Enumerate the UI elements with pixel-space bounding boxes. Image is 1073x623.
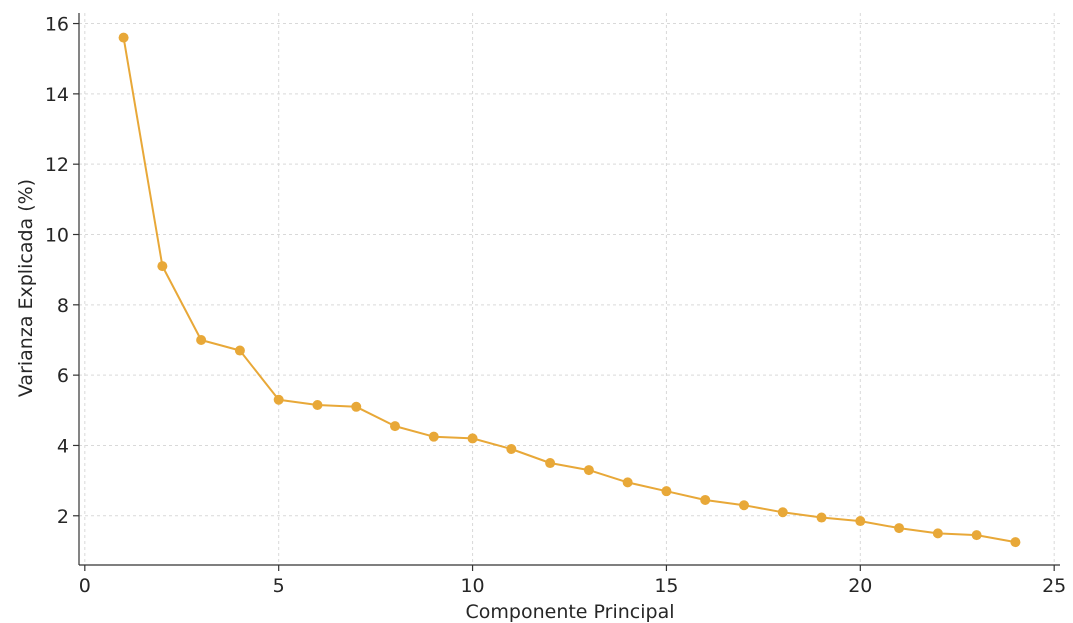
- data-point: [506, 443, 517, 454]
- y-tick-label: 8: [57, 295, 69, 317]
- x-tick-label: 5: [273, 575, 285, 597]
- data-point: [351, 401, 362, 412]
- x-tick-label: 25: [1042, 575, 1066, 597]
- tick-labels: 0 5 10 15 20 25 2 4 6 8 10 12 14 16: [45, 14, 1066, 597]
- x-axis-label: Componente Principal: [466, 601, 675, 623]
- data-point: [661, 486, 672, 497]
- data-point: [157, 261, 168, 272]
- y-tick-label: 4: [57, 435, 69, 457]
- grid: [79, 13, 1060, 565]
- x-tick-label: 0: [79, 575, 91, 597]
- data-point: [1010, 537, 1021, 548]
- data-point: [273, 394, 284, 405]
- y-tick-label: 14: [45, 84, 69, 106]
- data-point: [932, 528, 943, 539]
- x-tick-label: 10: [460, 575, 484, 597]
- x-tick-label: 20: [848, 575, 872, 597]
- data-point: [467, 433, 478, 444]
- data-point: [428, 431, 439, 442]
- y-tick-label: 6: [57, 365, 69, 387]
- y-tick-label: 12: [45, 154, 69, 176]
- data-point: [583, 465, 594, 476]
- axes: [73, 13, 1060, 571]
- data-point: [234, 345, 245, 356]
- y-tick-label: 2: [57, 506, 69, 528]
- data-point: [312, 400, 323, 411]
- series: [118, 32, 1021, 548]
- data-point: [118, 32, 129, 43]
- data-point: [622, 477, 633, 488]
- data-point: [971, 530, 982, 541]
- data-point: [700, 494, 711, 505]
- y-tick-label: 10: [45, 225, 69, 247]
- data-point: [738, 500, 749, 511]
- data-point: [545, 458, 556, 469]
- data-point: [390, 421, 401, 432]
- data-point: [196, 334, 207, 345]
- x-tick-label: 15: [654, 575, 678, 597]
- y-axis-label: Varianza Explicada (%): [15, 179, 37, 397]
- data-point: [816, 512, 827, 523]
- series-line: [122, 37, 1016, 544]
- data-point: [894, 523, 905, 534]
- y-tick-label: 16: [45, 14, 69, 36]
- data-point: [855, 516, 866, 527]
- data-point: [777, 507, 788, 518]
